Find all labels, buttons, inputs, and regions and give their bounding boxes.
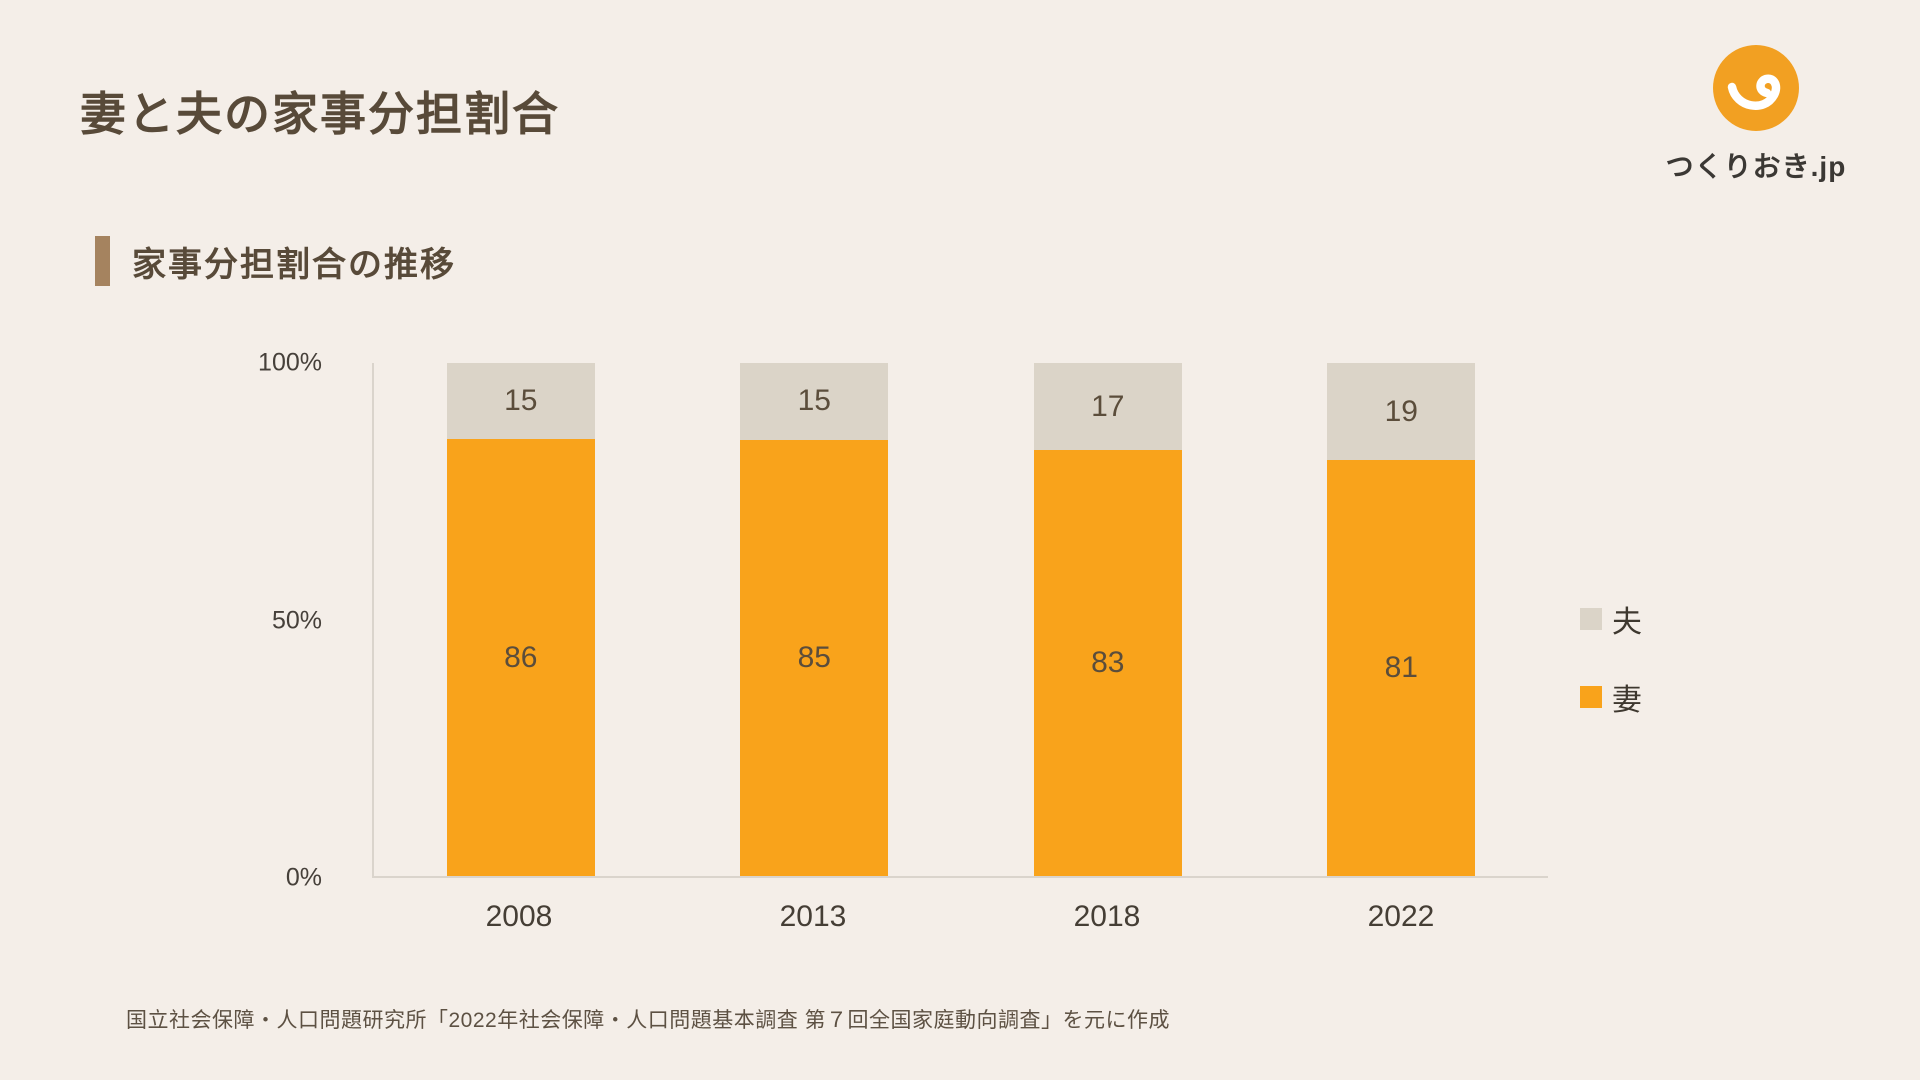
brand-name: つくりおき.jp: [1665, 151, 1847, 182]
bar-group-2018: 17 83: [1033, 363, 1182, 876]
brand-logo: つくりおき.jp: [1646, 45, 1866, 185]
smile-logo-icon: [1713, 45, 1799, 131]
bar-group-2022: 19 81: [1327, 363, 1476, 876]
x-tick-2018: 2018: [1073, 900, 1141, 933]
plot-area: 15 86 15 85 17 83 19 81: [372, 363, 1548, 878]
bar-value-妻: 85: [797, 640, 831, 674]
section-marker: [95, 236, 110, 286]
y-tick-50pct: 50%: [271, 606, 322, 634]
bar-value-夫: 19: [1384, 394, 1418, 428]
legend-label-夫: 夫: [1612, 606, 1642, 639]
bar-value-妻: 86: [504, 640, 538, 674]
bar-group-2008: 15 86: [446, 363, 595, 876]
y-tick-100pct: 100%: [258, 348, 322, 377]
legend-item-妻: 妻: [1580, 675, 1642, 719]
y-tick-0pct: 0%: [285, 863, 322, 892]
x-tick-2013: 2013: [779, 900, 847, 933]
bar-value-夫: 15: [797, 384, 831, 418]
bar-value-夫: 17: [1091, 389, 1125, 423]
x-tick-2008: 2008: [485, 900, 553, 933]
source-note: 国立社会保障・人口問題研究所「2022年社会保障・人口問題基本調査 第７回全国家…: [126, 1009, 1171, 1032]
chart-legend: 夫妻: [1580, 597, 1642, 753]
x-tick-2022: 2022: [1367, 900, 1435, 933]
bar-segment-夫: 17: [1033, 363, 1182, 451]
section-heading-row: 家事分担割合の推移: [95, 236, 456, 286]
page-title: 妻と夫の家事分担割合: [80, 88, 560, 140]
bar-segment-夫: 19: [1327, 363, 1476, 461]
y-axis-ticks: 100% 50% 0%: [228, 349, 348, 892]
x-axis-labels: 2008 2013 2018 2022: [372, 900, 1548, 934]
section-heading: 家事分担割合の推移: [132, 245, 456, 284]
bar-segment-妻: 83: [1033, 450, 1182, 876]
legend-swatch-夫: [1580, 608, 1602, 630]
legend-swatch-妻: [1580, 686, 1602, 708]
bar-segment-妻: 85: [740, 439, 889, 876]
bar-value-妻: 83: [1091, 646, 1125, 680]
bar-segment-妻: 86: [446, 439, 595, 876]
bar-segment-夫: 15: [446, 363, 595, 440]
bar-value-妻: 81: [1384, 651, 1418, 685]
bar-segment-夫: 15: [740, 363, 889, 440]
legend-item-夫: 夫: [1580, 597, 1642, 641]
legend-label-妻: 妻: [1612, 684, 1642, 717]
bar-value-夫: 15: [504, 384, 538, 418]
bar-group-2013: 15 85: [740, 363, 889, 876]
bar-segment-妻: 81: [1327, 460, 1476, 876]
